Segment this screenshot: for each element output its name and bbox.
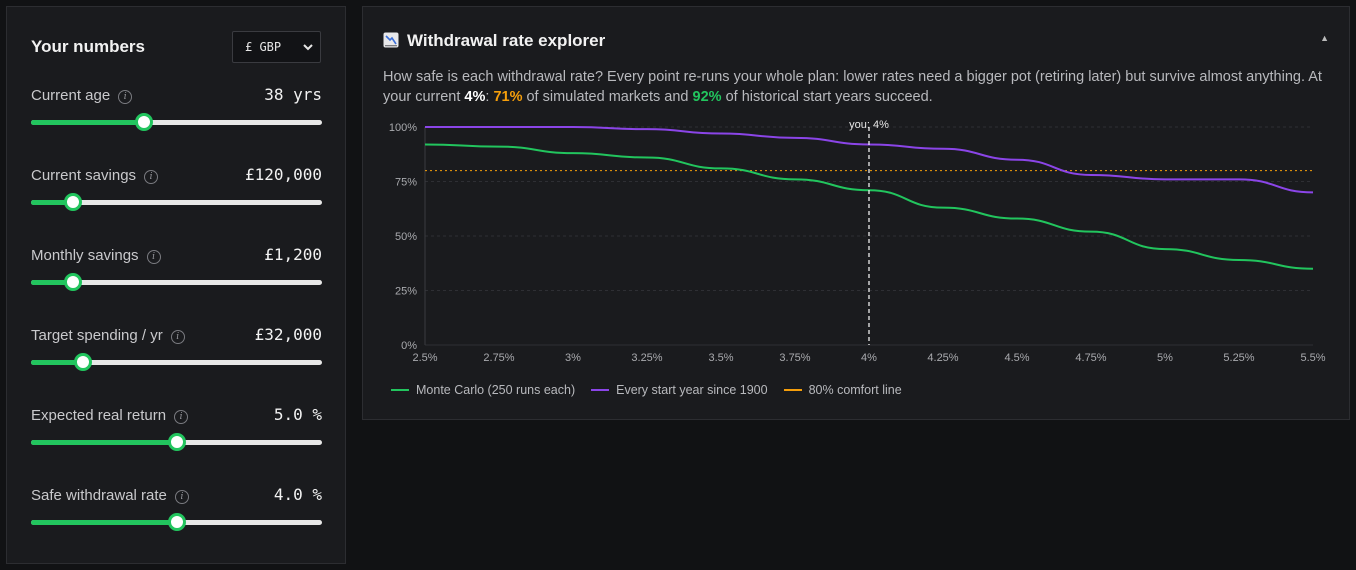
info-icon[interactable]: i (144, 170, 159, 184)
x-tick-label: 5.25% (1223, 352, 1254, 364)
x-tick-label: 4.5% (1004, 352, 1029, 364)
chevron-down-icon (303, 44, 313, 51)
x-tick-label: 5.5% (1300, 352, 1325, 364)
inputs-panel: Your numbers £ GBP Current age i 38 yrs C… (6, 6, 346, 564)
currency-select[interactable]: £ GBP (232, 31, 321, 63)
series-line-monte-carlo (424, 143, 1314, 270)
withdrawal-rate-chart: 0% 25% 50% 75% 100% 2.5% 2.75% 3% 3.25% 3.5% 3.75%… (389, 119, 1326, 364)
slider-thumb[interactable] (167, 433, 186, 451)
field-label: Monthly savings (31, 247, 139, 264)
legend-monte-carlo[interactable]: Monte Carlo (250 runs each) (391, 383, 575, 397)
chart-down-icon (383, 32, 399, 48)
x-tick-label: 4% (861, 352, 877, 364)
info-icon[interactable]: i (170, 330, 185, 344)
chart-legend: Monte Carlo (250 runs each) Every start … (391, 383, 902, 397)
field-value: 5.0 % (273, 405, 322, 424)
info-icon[interactable]: i (174, 410, 189, 424)
slider-thumb[interactable] (64, 193, 83, 211)
slider-thumb[interactable] (74, 353, 93, 371)
info-icon[interactable]: i (118, 90, 133, 104)
current-rate: 4% (464, 89, 486, 105)
field-label: Safe withdrawal rate (31, 487, 167, 504)
withdrawal-rate-slider[interactable] (31, 513, 322, 531)
legend-comfort-line[interactable]: 80% comfort line (783, 383, 902, 397)
series-line-historical (425, 126, 1314, 194)
field-value: £32,000 (254, 325, 322, 344)
expected-return-slider[interactable] (31, 433, 322, 451)
field-value: 4.0 % (273, 485, 322, 504)
x-tick-label: 2.5% (412, 352, 437, 364)
legend-swatch (783, 389, 802, 391)
y-tick-label: 25% (395, 286, 417, 298)
age-slider[interactable] (31, 113, 322, 131)
x-tick-label: 2.75% (483, 352, 514, 364)
field-label: Current savings (31, 167, 137, 184)
y-tick-label: 75% (395, 177, 417, 189)
x-tick-label: 3.75% (779, 352, 810, 364)
info-icon[interactable]: i (174, 490, 189, 504)
x-tick-label: 3.5% (708, 352, 733, 364)
historical-success: 92% (692, 89, 722, 105)
info-icon[interactable]: i (146, 250, 161, 264)
field-value: £120,000 (244, 165, 322, 184)
slider-thumb[interactable] (167, 513, 186, 531)
explorer-description: How safe is each withdrawal rate? Every … (383, 69, 1322, 105)
field-value: £1,200 (264, 245, 322, 264)
currency-value: £ GBP (245, 40, 282, 54)
slider-thumb[interactable] (64, 273, 83, 291)
monte-carlo-success: 71% (493, 89, 523, 105)
y-tick-label: 100% (389, 122, 417, 134)
explorer-panel: Withdrawal rate explorer ▲ How safe is e… (362, 6, 1350, 420)
legend-swatch (591, 389, 610, 391)
marker-label: you: 4% (849, 119, 889, 131)
field-expected-return: Expected real return i 5.0 % (31, 405, 322, 477)
field-value: 38 yrs (264, 85, 322, 104)
field-current-age: Current age i 38 yrs (31, 85, 322, 157)
slider-thumb[interactable] (135, 113, 154, 131)
legend-historical[interactable]: Every start year since 1900 (591, 383, 768, 397)
field-monthly-savings: Monthly savings i £1,200 (31, 245, 322, 317)
legend-swatch (391, 389, 409, 391)
field-current-savings: Current savings i £120,000 (31, 165, 322, 237)
y-tick-label: 0% (401, 340, 417, 352)
x-tick-label: 3% (565, 352, 581, 364)
x-tick-label: 3.25% (631, 352, 662, 364)
x-tick-label: 4.25% (927, 352, 958, 364)
field-label: Target spending / yr (31, 327, 163, 344)
panel-title: Your numbers (31, 37, 145, 56)
savings-slider[interactable] (31, 193, 322, 211)
target-spending-slider[interactable] (31, 353, 322, 371)
field-label: Expected real return (31, 407, 167, 424)
explorer-title: Withdrawal rate explorer (407, 31, 606, 50)
field-label: Current age (31, 87, 111, 104)
collapse-button[interactable]: ▲ (1320, 33, 1329, 43)
x-tick-label: 4.75% (1075, 352, 1106, 364)
field-withdrawal-rate: Safe withdrawal rate i 4.0 % (31, 485, 322, 557)
field-target-spending: Target spending / yr i £32,000 (31, 325, 322, 397)
y-tick-label: 50% (395, 231, 417, 243)
x-tick-label: 5% (1157, 352, 1173, 364)
monthly-savings-slider[interactable] (31, 273, 322, 291)
